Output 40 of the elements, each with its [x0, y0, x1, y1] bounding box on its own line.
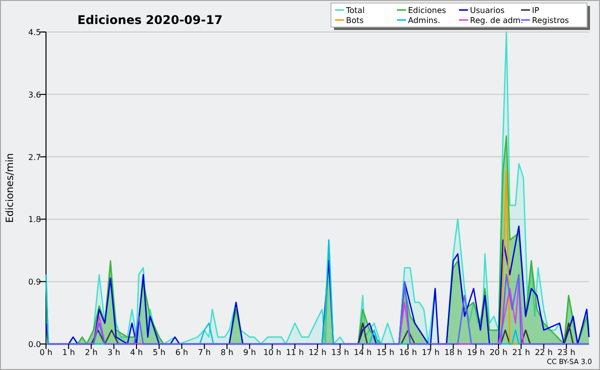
x-tick-label: 21 h [512, 348, 530, 357]
x-tick-label: 19 h [466, 348, 485, 357]
y-tick-label: 4.5 [28, 28, 41, 37]
x-tick-label: 9 h [243, 348, 256, 357]
y-tick-label: 0.0 [28, 340, 41, 349]
x-tick-label: 8 h [220, 348, 234, 357]
legend-label: Reg. de adm. [470, 16, 524, 25]
x-tick-label: 10 h [263, 348, 282, 357]
y-tick-label: 2.7 [28, 152, 41, 162]
x-tick-label: 23 h [557, 348, 576, 357]
x-tick-label: 17 h [422, 348, 440, 357]
chart-title: Ediciones 2020-09-17 [77, 13, 223, 27]
x-tick-label: 20 h [490, 348, 508, 357]
x-tick-label: 11 h [286, 348, 304, 357]
x-tick-label: 16 h [399, 348, 417, 357]
y-tick-label: 0.9 [28, 278, 41, 287]
x-tick-label: 18 h [444, 348, 462, 357]
legend-label: Bots [346, 16, 364, 25]
x-tick-label: 12 h [308, 348, 326, 357]
x-tick-label: 1 h [62, 348, 75, 357]
x-tick-label: 3 h [108, 348, 120, 357]
legend-label: Usuarios [470, 6, 505, 15]
x-tick-label: 7 h [198, 348, 211, 357]
legend-label: Admins. [408, 16, 440, 25]
x-tick-label: 2 h [84, 348, 98, 357]
legend-label: Ediciones [408, 6, 446, 15]
legend-label: Total [345, 6, 365, 15]
legend-label: Registros [532, 16, 569, 25]
legend-label: IP [532, 6, 540, 15]
x-tick-label: 5 h [152, 348, 166, 357]
x-tick-label: 13 h [331, 348, 350, 357]
x-tick-label: 15 h [376, 348, 394, 357]
y-tick-label: 3.6 [28, 90, 41, 100]
x-tick-label: 0 h [40, 348, 52, 357]
x-tick-label: 6 h [175, 348, 188, 357]
y-axis-title: Ediciones/min [5, 153, 16, 223]
x-tick-label: 14 h [354, 348, 372, 357]
x-tick-label: 22 h [534, 348, 553, 357]
x-tick-label: 4 h [130, 348, 143, 357]
y-tick-label: 1.8 [28, 215, 41, 224]
